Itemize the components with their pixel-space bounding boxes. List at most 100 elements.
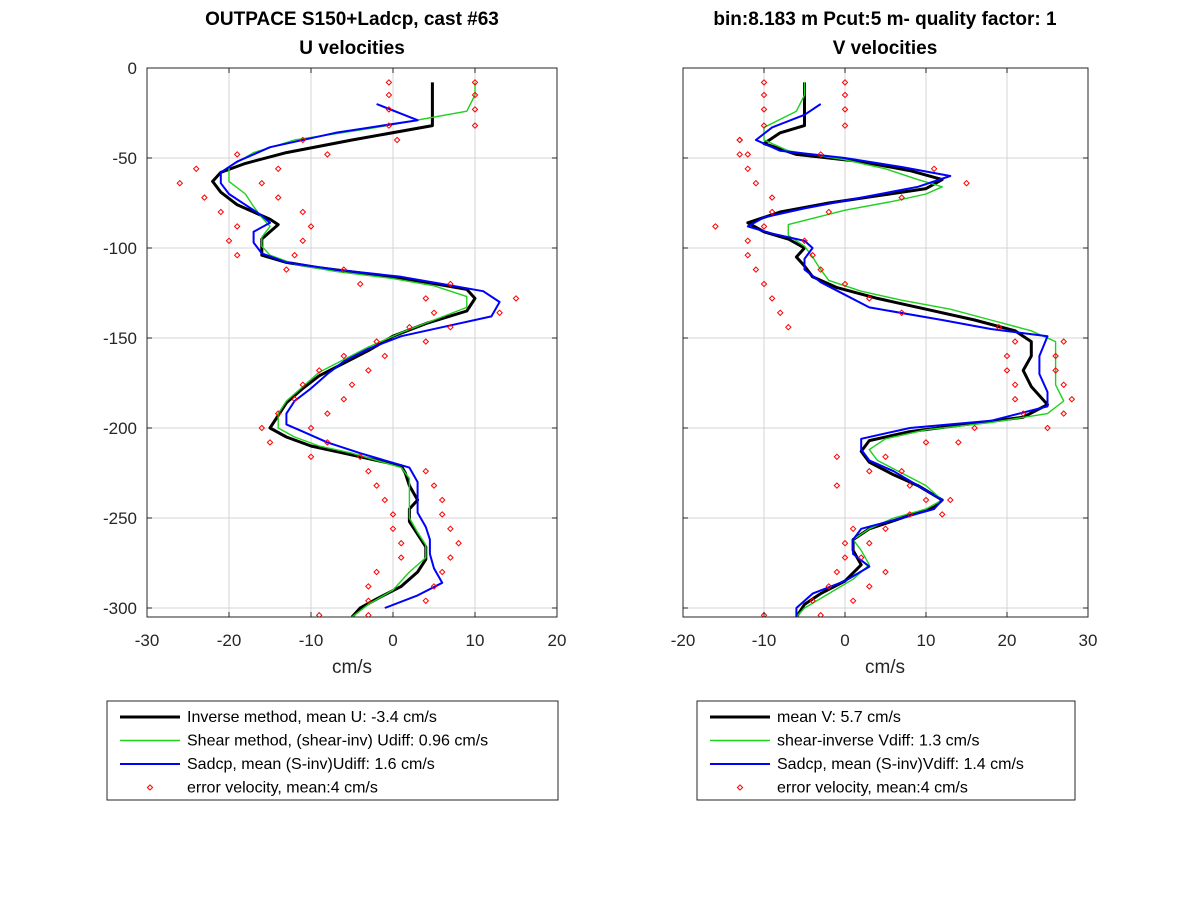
u-error-velocity-marker [266,439,274,446]
v-error-velocity-marker [801,237,808,245]
v-error-velocity-marker [841,79,849,86]
v-error-velocity-marker [825,208,833,216]
u-error-velocity-marker [385,122,393,129]
v-error-velocity-marker [833,568,841,576]
u-error-velocity-marker [299,381,307,389]
v-legend: mean V: 5.7 cm/s shear-inverse Vdiff: 1.3… [696,700,1076,801]
v-error-velocity-marker [865,539,873,547]
v-error-velocity-marker [744,151,752,158]
u-error-velocity-marker [512,295,520,302]
v-error-velocity-marker [1060,410,1068,417]
u-legend-label: Shear method, (shear-inv) Udiff: 0.96 cm… [187,733,488,750]
u-y-tick-label: -250 [103,509,137,528]
u-error-velocity-marker [422,467,430,475]
u-error-velocity-marker [385,91,393,99]
u-error-velocity-marker [233,151,241,158]
u-error-velocity-marker [365,611,372,617]
u-error-velocity-marker [397,554,405,561]
u-error-velocity-marker [258,179,266,187]
v-error-velocity-marker [955,439,962,446]
u-legend-label: error velocity, mean:4 cm/s [187,780,378,797]
v-series-line [746,103,1049,617]
u-error-velocity-marker [365,367,372,374]
u-error-velocity-marker [307,453,315,461]
v-error-velocity-marker [1003,367,1011,374]
u-error-velocity-marker [365,597,372,605]
u-error-velocity-marker [291,251,298,259]
u-error-velocity-marker [283,266,290,273]
u-error-velocity-marker [356,280,364,288]
v-chart-title: bin:8.183 m Pcut:5 m- quality factor: 1 [713,9,1057,30]
u-error-velocity-marker [340,352,348,360]
v-error-velocity-marker [768,295,776,302]
u-error-velocity-marker [291,395,298,403]
v-error-velocity-marker [760,280,768,288]
v-error-velocity-marker [1011,338,1019,345]
v-plot-frame [682,67,1089,618]
u-error-velocity-marker [340,266,348,273]
u-error-velocity-marker [356,453,364,461]
v-error-velocity-marker [760,91,768,99]
v-error-velocity-marker [744,237,752,245]
u-error-velocity-marker [422,597,430,605]
u-error-velocity-marker [217,208,225,216]
u-error-velocity-marker [365,583,372,590]
v-error-velocity-marker [776,309,784,317]
u-x-tick-label: -20 [217,631,242,650]
v-error-velocity-marker [841,106,849,113]
u-error-velocity-marker [340,395,348,403]
u-error-velocity-marker [430,482,438,489]
u-error-velocity-marker [176,179,184,187]
u-error-velocity-marker [447,554,454,561]
u-y-tick-label: -100 [103,239,137,258]
v-error-velocity-marker [865,583,873,590]
v-error-velocity-marker [865,295,873,302]
u-error-velocity-marker [324,439,331,446]
u-error-velocity-marker [389,511,397,518]
v-error-velocity-marker [1019,410,1027,417]
v-error-velocity-marker [744,165,752,173]
u-error-velocity-marker [201,194,208,201]
v-error-velocity-marker [906,511,914,518]
v-error-velocity-marker [857,554,865,561]
u-error-velocity-marker [406,323,413,331]
u-error-velocity-marker [307,424,315,432]
u-error-velocity-marker [447,280,454,288]
u-y-tick-label: 0 [128,59,137,78]
v-error-velocity-marker [930,165,938,173]
v-legend-label: error velocity, mean:4 cm/s [777,780,968,797]
u-x-tick-label: 20 [548,631,567,650]
v-x-tick-label: 30 [1079,631,1098,650]
u-error-velocity-marker [274,194,282,201]
v-error-velocity-marker [760,106,768,113]
v-x-tick-label: -10 [752,631,777,650]
u-series-line [219,103,501,609]
v-error-velocity-marker [1003,352,1011,360]
v-error-velocity-marker [752,179,760,187]
v-error-velocity-marker [1068,395,1076,403]
u-error-velocity-marker [438,511,446,518]
v-error-velocity-marker [841,91,849,99]
u-error-velocity-marker [385,79,393,86]
v-error-velocity-marker [784,323,792,331]
u-error-velocity-marker [438,496,446,504]
u-error-velocity-marker [299,237,307,245]
v-velocity-panel: bin:8.183 m Pcut:5 m- quality factor: 1 … [671,9,1098,801]
v-x-tick-label: 0 [840,631,849,650]
v-grid [683,68,1088,617]
u-series-line [211,82,477,617]
v-error-velocity-marker [825,583,833,590]
v-x-tick-label: -20 [671,631,696,650]
v-error-velocity-marker [865,467,873,475]
v-error-velocity-marker [1060,338,1068,345]
v-series [712,79,1076,617]
u-legend-marker [146,784,154,791]
v-error-velocity-marker [768,194,776,201]
u-error-velocity-marker [192,165,200,173]
v-error-velocity-marker [809,597,816,605]
u-error-velocity-marker [324,151,331,158]
v-error-velocity-marker [760,122,768,129]
v-series-line [746,82,1049,617]
u-error-velocity-marker [373,568,380,576]
u-x-tick-label: -30 [135,631,160,650]
